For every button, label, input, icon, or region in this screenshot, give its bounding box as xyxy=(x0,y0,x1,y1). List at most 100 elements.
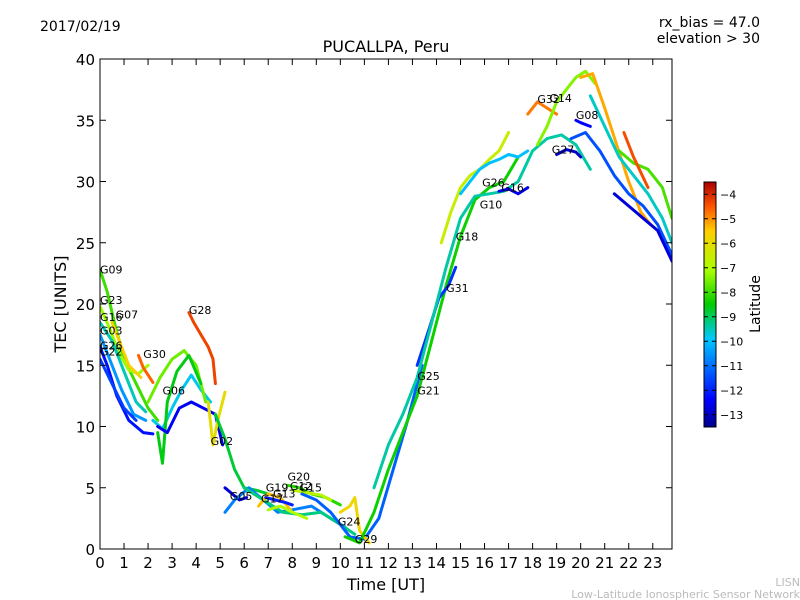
x-tick-label: 13 xyxy=(403,554,422,572)
satellite-label: G26 xyxy=(100,339,123,352)
colorbar-label: Latitude xyxy=(748,275,764,333)
colorbar-tick-label: −8 xyxy=(720,286,736,299)
x-tick-label: 9 xyxy=(312,554,322,572)
y-tick-label: 10 xyxy=(76,419,95,437)
satellite-label: G14 xyxy=(549,92,572,105)
series-line-g18 xyxy=(213,412,270,496)
series-line-g27 xyxy=(372,133,592,490)
series-line-g22 xyxy=(100,357,138,422)
series-line-g10 xyxy=(156,353,203,465)
y-tick-label: 40 xyxy=(76,51,95,69)
chart-title: PUCALLPA, Peru xyxy=(323,37,450,56)
x-tick-label: 3 xyxy=(167,554,177,572)
y-tick-label: 5 xyxy=(85,480,95,498)
x-tick-label: 6 xyxy=(239,554,249,572)
series-line-g14 xyxy=(535,69,597,147)
satellite-label: G18 xyxy=(456,230,479,243)
satellite-label: G25 xyxy=(417,370,440,383)
elevation-label: elevation > 30 xyxy=(657,31,760,47)
footer-org-short: LISN xyxy=(775,576,800,589)
y-tick-label: 35 xyxy=(76,112,95,130)
satellite-label: G16 xyxy=(501,181,524,194)
series-line-g11 xyxy=(146,349,208,404)
x-tick-label: 18 xyxy=(523,554,542,572)
colorbar-tick-label: −12 xyxy=(720,384,743,397)
series-line-g03 xyxy=(100,333,148,422)
satellite-label: G31 xyxy=(446,282,469,295)
colorbar-tick-label: −10 xyxy=(720,335,743,348)
x-tick-label: 8 xyxy=(287,554,297,572)
series-line-g19 xyxy=(257,492,294,514)
series-line-g16b xyxy=(497,186,530,196)
x-tick-label: 12 xyxy=(379,554,398,572)
satellite-label: G19 xyxy=(266,481,289,494)
y-axis: 0 5 10 15 20 25 30 35 40 xyxy=(76,51,672,559)
series-line-g21 xyxy=(343,155,520,545)
series-line-g08 xyxy=(574,118,592,128)
satellite-label: G17 xyxy=(261,492,284,505)
x-tick-label: 4 xyxy=(191,554,201,572)
satellite-label: G09 xyxy=(100,263,123,276)
x-tick-label: 10 xyxy=(331,554,350,572)
series-line-g25 xyxy=(300,363,424,541)
series-line-g23 xyxy=(100,304,150,376)
x-axis-label: Time [UT] xyxy=(346,575,425,594)
y-tick-label: 0 xyxy=(85,541,95,559)
y-axis-label: TEC [UNITS] xyxy=(51,256,70,354)
satellite-label: G10 xyxy=(480,198,503,211)
satellite-label: G02 xyxy=(211,435,234,448)
satellite-label: G16 xyxy=(100,311,123,324)
x-tick-label: 17 xyxy=(499,554,518,572)
y-tick-label: 20 xyxy=(76,296,95,314)
series-line-g07 xyxy=(110,320,143,379)
satellite-label: G03 xyxy=(100,325,123,338)
x-tick-label: 1 xyxy=(119,554,129,572)
satellite-label: G20 xyxy=(288,470,311,483)
satellite-label: G29 xyxy=(355,533,378,546)
series-line-g32b xyxy=(579,72,652,226)
x-tick-label: 22 xyxy=(619,554,638,572)
series-line-g27b xyxy=(555,148,583,159)
series-line-g08b xyxy=(569,131,672,257)
colorbar-tick-label: −6 xyxy=(720,237,736,250)
satellite-label: G23 xyxy=(100,294,123,307)
x-tick-label: 21 xyxy=(595,554,614,572)
x-tick-label: 16 xyxy=(475,554,494,572)
y-tick-label: 15 xyxy=(76,357,95,375)
x-tick-label: 5 xyxy=(215,554,225,572)
series-line-g31b xyxy=(617,149,672,220)
colorbar-tick-label: −4 xyxy=(720,188,736,201)
x-tick-label: 0 xyxy=(95,554,105,572)
series-line-g05 xyxy=(223,486,249,502)
x-tick-label: 7 xyxy=(263,554,273,572)
series-line-g28 xyxy=(187,311,217,386)
x-tick-label: 15 xyxy=(451,554,470,572)
satellite-label: G07 xyxy=(116,309,139,322)
x-tick-label: 23 xyxy=(643,554,662,572)
colorbar-tick-label: −9 xyxy=(720,311,736,324)
satellite-label: G12 xyxy=(290,480,313,493)
series-line-g16 xyxy=(100,320,148,414)
series-line-g21b xyxy=(622,131,650,190)
series-line-g13 xyxy=(266,504,309,520)
series-layer xyxy=(100,69,672,545)
satellite-label: G28 xyxy=(189,304,212,317)
satellite-label: G08 xyxy=(576,109,599,122)
satellite-label: G13 xyxy=(273,488,296,501)
colorbar-tick-label: −13 xyxy=(720,409,743,422)
series-line-g12 xyxy=(290,488,333,502)
date-label: 2017/02/19 xyxy=(40,19,121,35)
y-tick-label: 30 xyxy=(76,174,95,192)
series-line-g14b xyxy=(588,94,672,245)
x-tick-label: 19 xyxy=(547,554,566,572)
series-line-g30 xyxy=(137,353,155,384)
series-line-g18b xyxy=(612,192,672,263)
satellite-label: G24 xyxy=(338,516,361,529)
footer-org-full: Low-Latitude Ionospheric Sensor Network xyxy=(571,588,800,600)
satellite-label: G22 xyxy=(100,345,123,358)
y-tick-label: 25 xyxy=(76,235,95,253)
rx-bias-label: rx_bias = 47.0 xyxy=(659,15,760,31)
satellite-label: G26 xyxy=(482,176,505,189)
